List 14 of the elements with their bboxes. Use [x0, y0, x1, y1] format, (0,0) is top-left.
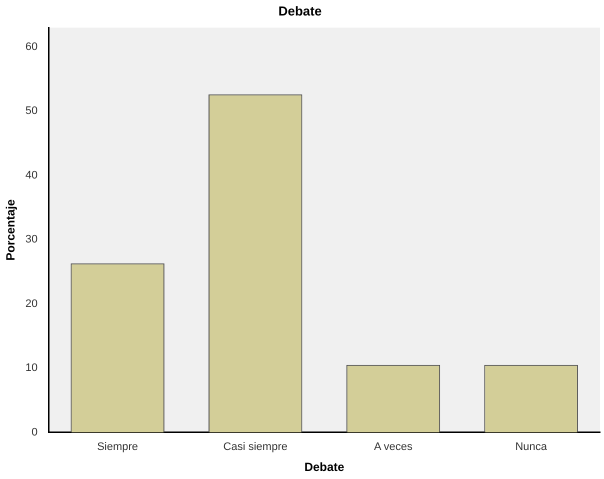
y-tick-label: 40: [25, 169, 38, 182]
y-axis-title: Porcentaje: [4, 198, 18, 261]
y-tick-label: 0: [32, 426, 38, 438]
x-tick-label: Siempre: [97, 441, 138, 454]
x-tick-label: A veces: [374, 441, 413, 454]
y-tick-label: 50: [25, 105, 38, 118]
chart-title: Debate: [278, 3, 322, 18]
y-tick-label: 20: [25, 298, 38, 310]
x-axis-title: Debate: [304, 460, 345, 474]
x-tick-label: Casi siempre: [223, 441, 288, 454]
x-tick-label: Nunca: [515, 441, 548, 454]
y-tick-label: 30: [25, 234, 38, 246]
y-tick-label: 10: [25, 362, 38, 374]
y-tick-label: 60: [25, 40, 38, 53]
